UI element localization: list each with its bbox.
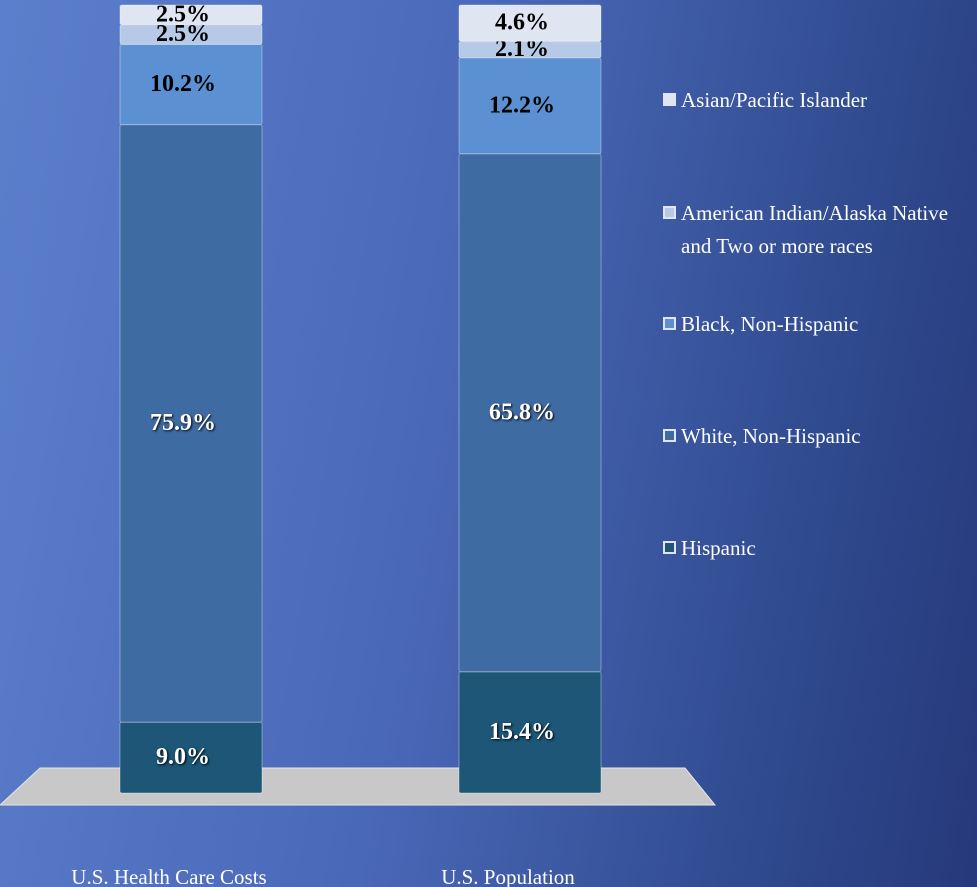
legend-item: American Indian/Alaska Native and Two or… [663,197,977,263]
value-label: 15.4% [489,719,555,745]
value-label: 2.5% [156,21,210,47]
legend-swatch [663,541,676,554]
legend-label: Hispanic [681,536,756,560]
value-label: 65.8% [489,399,555,425]
legend-label: Black, Non-Hispanic [681,312,859,336]
value-label: 10.2% [150,71,216,97]
value-label: 4.6% [495,10,549,36]
x-tick-label: U.S. Health Care Costs [71,865,266,887]
value-label: 75.9% [150,410,216,436]
legend-swatch [663,93,676,106]
legend-swatch [663,206,676,219]
legend-item: Asian/Pacific Islander [663,84,977,117]
legend-label: American Indian/Alaska Native and Two or… [681,201,949,258]
floor [0,767,717,806]
value-label: 2.5% [156,1,210,27]
legend-label: Asian/Pacific Islander [681,88,868,112]
bar-segment [458,4,602,42]
value-label: 9.0% [156,744,210,770]
legend-swatch [663,317,676,330]
legend-item: White, Non-Hispanic [663,420,977,453]
legend-item: Black, Non-Hispanic [663,308,977,341]
bar-segment [119,4,263,26]
x-tick-label: U.S. Population [441,865,575,887]
legend-label: White, Non-Hispanic [681,424,861,448]
legend-swatch [663,429,676,442]
legend-item: Hispanic [663,532,977,565]
value-label: 12.2% [489,92,555,118]
